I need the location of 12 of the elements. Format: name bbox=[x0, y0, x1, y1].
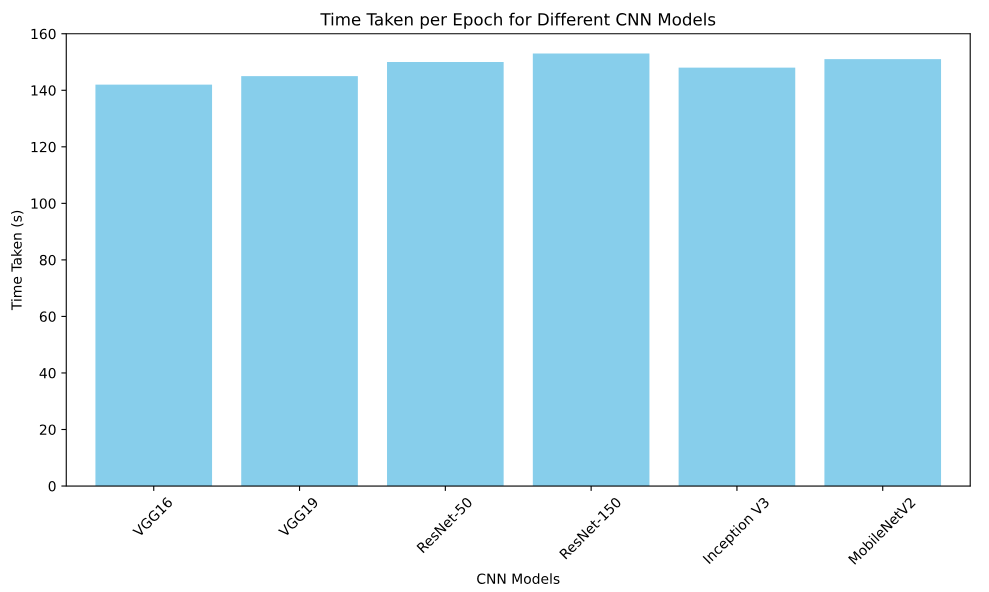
y-tick-label: 120 bbox=[32, 142, 56, 152]
y-tick-label: 40 bbox=[40, 368, 56, 378]
y-tick-label: 0 bbox=[48, 481, 56, 492]
y-axis-title: Time Taken (s) bbox=[11, 210, 24, 310]
y-tick-label: 140 bbox=[32, 85, 56, 96]
y-tick-label: 80 bbox=[40, 254, 56, 266]
y-tick-label: 60 bbox=[40, 311, 56, 322]
chart-title: Time Taken per Epoch for Different CNN Models bbox=[320, 12, 716, 29]
y-tick-label: 160 bbox=[32, 28, 56, 40]
x-axis-title: CNN Models bbox=[477, 573, 560, 584]
y-tick-label: 100 bbox=[32, 198, 56, 209]
y-tick-label: 20 bbox=[40, 424, 56, 435]
